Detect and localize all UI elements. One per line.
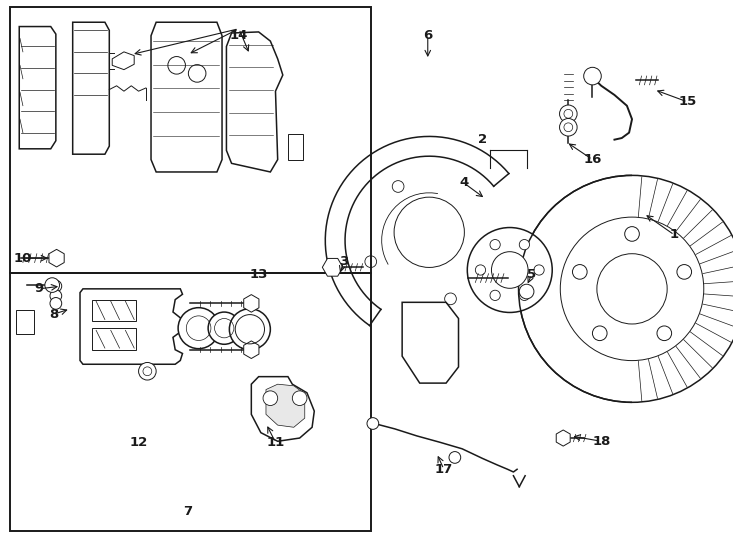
Circle shape — [292, 391, 307, 406]
Polygon shape — [151, 22, 222, 172]
Circle shape — [394, 197, 465, 267]
Polygon shape — [322, 259, 343, 276]
Text: 17: 17 — [435, 463, 453, 476]
Circle shape — [677, 265, 691, 279]
Circle shape — [519, 284, 534, 299]
Circle shape — [50, 290, 62, 302]
Circle shape — [490, 240, 501, 250]
Polygon shape — [73, 22, 109, 154]
Text: 1: 1 — [670, 228, 679, 241]
Circle shape — [367, 417, 379, 429]
Text: 4: 4 — [459, 176, 468, 189]
Text: 9: 9 — [34, 282, 43, 295]
Polygon shape — [402, 302, 459, 383]
Circle shape — [573, 265, 587, 279]
Polygon shape — [49, 249, 64, 267]
Text: 8: 8 — [49, 308, 58, 321]
Text: 15: 15 — [678, 96, 697, 109]
Text: 2: 2 — [478, 133, 487, 146]
Text: 3: 3 — [339, 255, 348, 268]
Circle shape — [592, 326, 607, 341]
Circle shape — [657, 326, 672, 341]
Circle shape — [468, 227, 552, 313]
Circle shape — [45, 278, 59, 292]
Circle shape — [50, 298, 62, 309]
Polygon shape — [244, 295, 259, 312]
Text: 14: 14 — [230, 29, 248, 42]
Circle shape — [559, 105, 577, 123]
Circle shape — [559, 118, 577, 136]
Text: 10: 10 — [14, 252, 32, 265]
Polygon shape — [266, 384, 305, 427]
Circle shape — [178, 308, 219, 349]
Polygon shape — [244, 341, 259, 359]
Circle shape — [208, 312, 240, 345]
Circle shape — [139, 362, 156, 380]
Text: 12: 12 — [129, 436, 148, 449]
Circle shape — [229, 309, 270, 350]
Bar — [10, 273, 371, 531]
Text: 5: 5 — [527, 268, 537, 281]
Polygon shape — [288, 134, 302, 160]
Polygon shape — [80, 289, 183, 365]
Circle shape — [519, 290, 529, 300]
Polygon shape — [15, 310, 34, 334]
Circle shape — [519, 240, 529, 250]
Circle shape — [518, 176, 734, 402]
Polygon shape — [19, 26, 56, 149]
Bar — [10, 7, 371, 273]
Circle shape — [492, 252, 528, 288]
Circle shape — [534, 265, 544, 275]
Text: 13: 13 — [250, 268, 268, 281]
Text: 7: 7 — [183, 505, 192, 518]
Polygon shape — [226, 32, 283, 172]
Polygon shape — [556, 430, 570, 446]
Text: 11: 11 — [266, 436, 285, 449]
Circle shape — [476, 265, 486, 275]
Circle shape — [263, 391, 277, 406]
Text: 18: 18 — [592, 435, 611, 448]
Polygon shape — [112, 52, 134, 70]
Text: 16: 16 — [584, 153, 602, 166]
Polygon shape — [251, 376, 314, 441]
Circle shape — [584, 68, 601, 85]
Circle shape — [597, 254, 667, 324]
Text: 6: 6 — [423, 29, 432, 42]
Circle shape — [50, 280, 62, 292]
Circle shape — [625, 227, 639, 241]
Circle shape — [490, 290, 501, 300]
